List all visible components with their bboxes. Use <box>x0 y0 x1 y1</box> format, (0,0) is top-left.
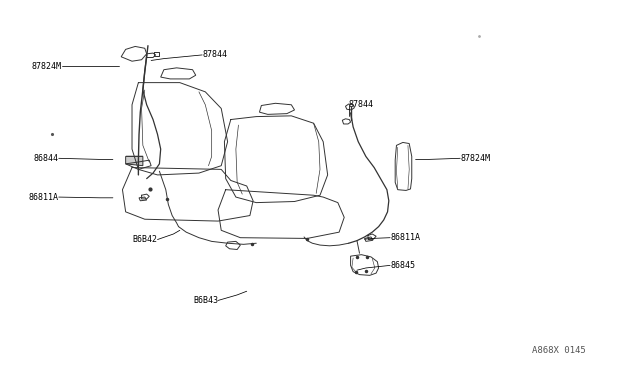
Text: B6B42: B6B42 <box>132 235 157 244</box>
Text: 87844: 87844 <box>349 100 374 109</box>
Text: B6B43: B6B43 <box>193 296 218 305</box>
Text: 87824M: 87824M <box>460 154 490 163</box>
Text: 87844: 87844 <box>202 51 227 60</box>
Text: 86844: 86844 <box>34 154 59 163</box>
Text: A868X 0145: A868X 0145 <box>532 346 586 355</box>
Text: 87824M: 87824M <box>32 61 62 71</box>
Text: 86845: 86845 <box>390 261 415 270</box>
Text: 86811A: 86811A <box>390 233 420 242</box>
Text: 86811A: 86811A <box>29 193 59 202</box>
